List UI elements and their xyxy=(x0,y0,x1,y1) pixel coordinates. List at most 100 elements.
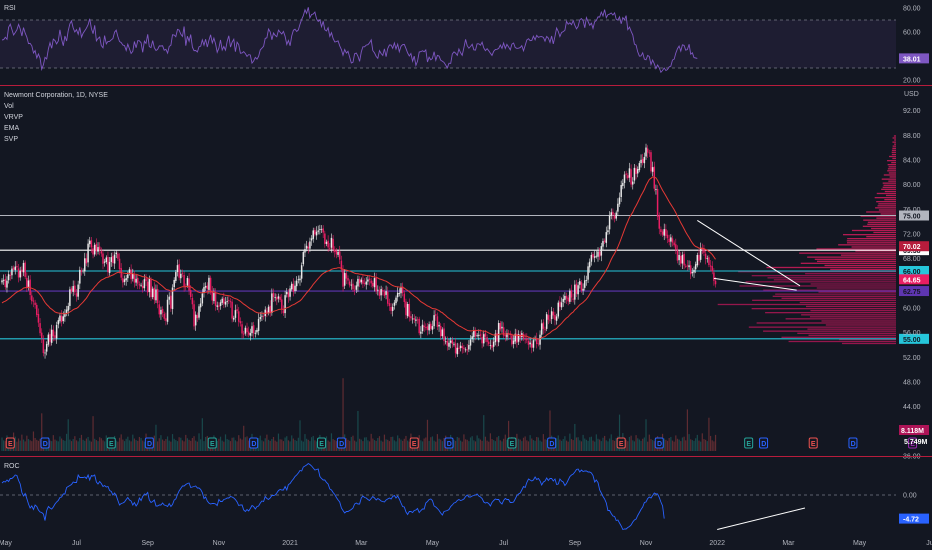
price-axis[interactable]: 92.00 88.00 84.00 80.00 76.00 72.00 68.00 60.00… xyxy=(903,108,921,460)
candle-body xyxy=(334,249,336,252)
volume-profile-bar xyxy=(887,168,896,170)
candle-body xyxy=(588,261,591,268)
candle-body xyxy=(484,333,487,337)
volume-bar xyxy=(90,441,92,451)
candle-body xyxy=(595,255,598,257)
volume-profile-bar xyxy=(847,238,896,240)
candle-body xyxy=(115,252,117,255)
volume-profile-bar xyxy=(800,262,896,264)
volume-bar xyxy=(61,438,63,451)
candle-body xyxy=(133,274,136,283)
candle-body xyxy=(261,315,263,317)
volume-profile-bar xyxy=(882,182,896,184)
volume-bar xyxy=(310,437,313,451)
volume-bar xyxy=(408,441,410,451)
candle-body xyxy=(281,299,283,310)
time-axis[interactable]: May Jul Sep Nov 2021 Mar May Jul Sep Nov 2022 Mar Ma… xyxy=(0,540,932,547)
time-axis-label: 2021 xyxy=(282,540,298,547)
volume-bar xyxy=(297,437,299,451)
volume-bar xyxy=(22,439,25,451)
candle-body xyxy=(382,289,384,292)
level-price-label: 69.38 xyxy=(903,248,921,255)
volume-bar xyxy=(708,417,710,451)
volume-bar xyxy=(572,440,574,451)
candle-body xyxy=(610,212,612,217)
volume-profile-bar xyxy=(816,287,896,289)
volume-bar xyxy=(597,438,599,451)
volume-bar xyxy=(163,440,165,451)
roc-trendline[interactable] xyxy=(717,507,806,530)
indicator-vol[interactable]: Vol xyxy=(4,103,14,110)
price-pane[interactable]: 75.00 69.38 66.00 62.75 55.00 E D E D E D E D E D E D E D… xyxy=(0,91,929,461)
volume-bar xyxy=(57,441,59,451)
candle-body xyxy=(90,240,93,248)
volume-bar xyxy=(14,436,16,451)
candle-body xyxy=(512,340,515,344)
candle-body xyxy=(74,285,76,293)
volume-bar xyxy=(696,434,698,451)
volume-bar xyxy=(383,434,386,451)
rsi-title: RSI xyxy=(4,5,16,12)
candle-body xyxy=(322,228,324,233)
candle-body xyxy=(156,288,159,304)
volume-bar xyxy=(64,440,66,451)
volume-bar xyxy=(327,440,329,451)
candle-body xyxy=(80,270,83,272)
svg-text:38.01: 38.01 xyxy=(903,56,921,63)
volume-bar xyxy=(431,436,434,451)
candle-body xyxy=(552,311,555,316)
volume-bar xyxy=(224,434,227,451)
candle-body xyxy=(88,240,91,245)
candle-body xyxy=(257,319,260,331)
event-marker xyxy=(207,437,217,449)
volume-profile-bar xyxy=(840,254,896,256)
volume-bar xyxy=(287,440,290,451)
candle-body xyxy=(633,167,636,181)
volume-bar xyxy=(72,439,74,451)
price-tag-label: 70.02 xyxy=(903,244,921,251)
candle-body xyxy=(585,280,588,281)
candle-body xyxy=(26,277,28,288)
candle-body xyxy=(613,215,616,219)
volume-profile-bar xyxy=(816,260,896,262)
volume-profile-bar xyxy=(807,328,896,330)
candle-body xyxy=(511,335,513,345)
roc-current-label: -4.72 xyxy=(899,513,929,524)
candle-body xyxy=(635,168,637,174)
candle-body xyxy=(368,278,371,281)
indicator-svp[interactable]: SVP xyxy=(4,136,18,143)
volume-profile-bar xyxy=(892,141,896,143)
candle-body xyxy=(663,229,665,236)
volume-bar xyxy=(37,440,40,451)
volume-bar xyxy=(650,439,652,451)
volume-bar xyxy=(258,438,260,451)
candle-body xyxy=(380,289,382,296)
candle-body xyxy=(602,241,604,247)
volume-bar xyxy=(504,434,506,451)
volume-profile-bar xyxy=(805,305,896,308)
volume-profile-bar xyxy=(851,229,896,232)
candle-body xyxy=(317,230,319,232)
candle-body xyxy=(189,290,192,297)
candle-body xyxy=(204,286,207,288)
volume-profile-bar xyxy=(889,176,896,178)
volume-bar xyxy=(420,440,422,451)
indicator-ema[interactable]: EMA xyxy=(4,125,20,132)
time-axis-label: Jul xyxy=(499,540,508,547)
wedge-drawing[interactable] xyxy=(697,220,801,291)
candle-body xyxy=(514,333,516,342)
candle-body xyxy=(483,334,485,344)
volume-bar xyxy=(94,438,96,451)
candle-body xyxy=(459,345,462,349)
volume-profile-bar xyxy=(810,283,896,285)
indicator-vrvp[interactable]: VRVP xyxy=(4,114,23,121)
volume-bar xyxy=(279,439,281,451)
volume-profile-bar xyxy=(766,266,896,269)
volume-bar xyxy=(100,438,102,451)
candle-body xyxy=(448,342,450,347)
candles xyxy=(1,143,717,359)
roc-pane[interactable]: ROC 0.00 -4.72 xyxy=(0,462,929,531)
